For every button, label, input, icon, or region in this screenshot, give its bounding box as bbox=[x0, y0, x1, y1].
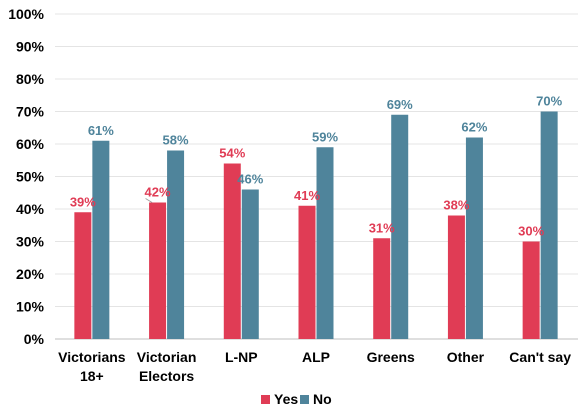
bar-no bbox=[241, 189, 259, 339]
bar-no bbox=[540, 111, 558, 339]
y-tick-label: 30% bbox=[16, 234, 45, 250]
bar-no bbox=[92, 140, 110, 339]
bar-yes bbox=[149, 202, 167, 339]
bars bbox=[74, 111, 558, 339]
data-label-no: 58% bbox=[163, 133, 189, 148]
data-labels: 39% 61% 42% 58% 54% 46% 41% 59% 31% 69% 38% 62% 30% 7… bbox=[70, 94, 563, 239]
bar-yes bbox=[74, 212, 92, 339]
data-label-no: 69% bbox=[387, 97, 413, 112]
data-label-no: 70% bbox=[536, 94, 562, 109]
legend-label-no: No bbox=[313, 391, 332, 407]
x-tick-label: L-NP bbox=[225, 349, 258, 365]
bar-no bbox=[167, 150, 185, 339]
data-label-no: 59% bbox=[312, 129, 338, 144]
legend-swatch-yes bbox=[261, 395, 270, 404]
data-label-yes: 54% bbox=[219, 146, 245, 161]
x-tick-label: Victorians bbox=[58, 349, 126, 365]
data-label-yes: 39% bbox=[70, 194, 96, 209]
y-tick-label: 40% bbox=[16, 201, 45, 217]
y-axis: 0% 10% 20% 30% 40% 50% 60% 70% 80% 90% 100% bbox=[8, 6, 44, 347]
x-tick-label: Other bbox=[447, 349, 485, 365]
bar-yes bbox=[298, 205, 316, 339]
y-tick-label: 60% bbox=[16, 136, 45, 152]
legend-label-yes: Yes bbox=[274, 391, 298, 407]
data-label-no: 62% bbox=[461, 120, 487, 135]
data-label-no: 61% bbox=[88, 123, 114, 138]
data-label-yes: 41% bbox=[294, 188, 320, 203]
y-tick-label: 0% bbox=[24, 331, 45, 347]
y-tick-label: 50% bbox=[16, 169, 45, 185]
data-label-no: 46% bbox=[237, 172, 263, 187]
bar-yes bbox=[373, 238, 391, 339]
label-leader-line bbox=[145, 198, 153, 203]
bar-yes bbox=[522, 241, 540, 339]
y-tick-label: 20% bbox=[16, 266, 45, 282]
y-tick-label: 70% bbox=[16, 104, 45, 120]
x-tick-label: Greens bbox=[367, 349, 415, 365]
x-tick-label: Electors bbox=[139, 368, 194, 384]
bar-no bbox=[465, 137, 483, 339]
bar-yes bbox=[447, 215, 465, 339]
legend-swatch-no bbox=[300, 395, 309, 404]
data-label-yes: 42% bbox=[145, 185, 171, 200]
bar-no bbox=[391, 114, 409, 339]
x-axis: Victorians 18+ Victorian Electors L-NP ALP Gre… bbox=[58, 349, 571, 384]
x-tick-label: ALP bbox=[302, 349, 330, 365]
x-tick-label: 18+ bbox=[80, 368, 104, 384]
data-label-yes: 31% bbox=[369, 220, 395, 235]
y-tick-label: 90% bbox=[16, 39, 45, 55]
data-label-yes: 30% bbox=[518, 224, 544, 239]
x-tick-label: Can't say bbox=[509, 349, 571, 365]
y-tick-label: 80% bbox=[16, 71, 45, 87]
data-label-yes: 38% bbox=[443, 198, 469, 213]
x-tick-label: Victorian bbox=[137, 349, 197, 365]
bar-no bbox=[316, 147, 334, 339]
legend: Yes No bbox=[261, 391, 332, 407]
y-tick-label: 100% bbox=[8, 6, 44, 22]
bar-yes bbox=[223, 163, 241, 339]
y-tick-label: 10% bbox=[16, 299, 45, 315]
